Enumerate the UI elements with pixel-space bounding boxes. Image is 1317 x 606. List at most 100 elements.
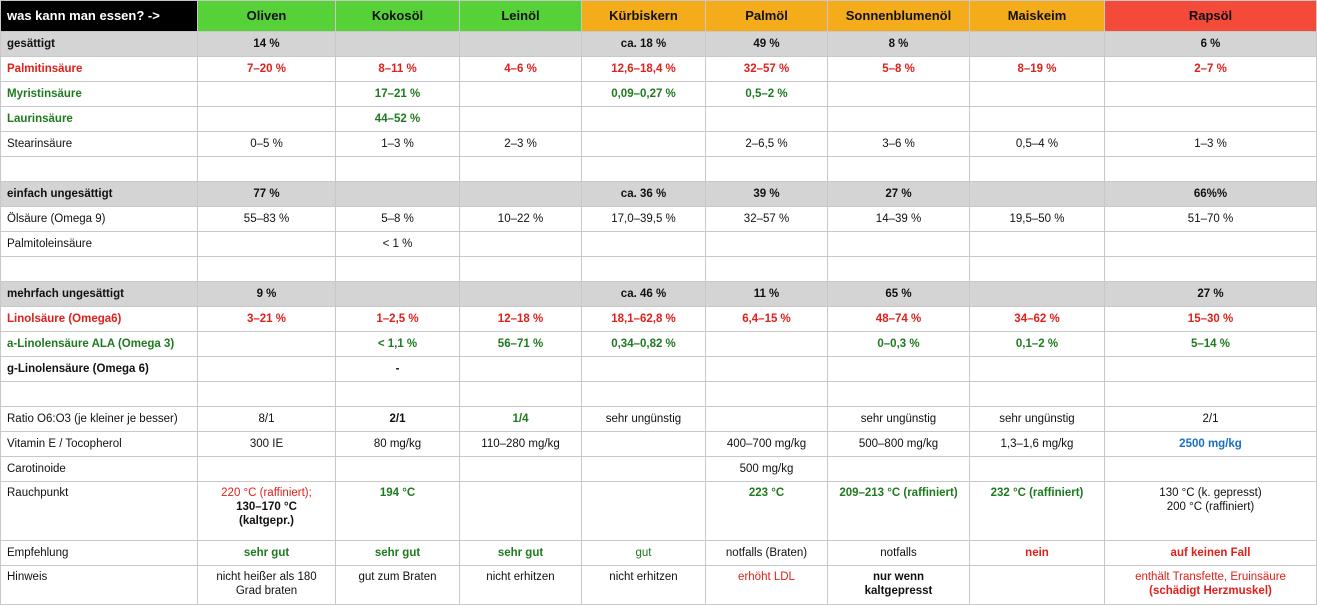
row-label: a-Linolensäure ALA (Omega 3) bbox=[0, 331, 198, 357]
table-cell bbox=[197, 356, 336, 382]
table-cell bbox=[581, 156, 706, 182]
table-cell bbox=[197, 81, 336, 107]
table-cell: 27 % bbox=[1104, 281, 1317, 307]
table-cell: < 1,1 % bbox=[335, 331, 460, 357]
row-label: Hinweis bbox=[0, 565, 198, 605]
cell-line: 220 °C (raffiniert); bbox=[221, 487, 312, 499]
cell-line: 200 °C (raffiniert) bbox=[1166, 501, 1255, 513]
table-cell: sehr ungünstig bbox=[969, 406, 1105, 432]
table-cell: 2/1 bbox=[1104, 406, 1317, 432]
table-cell: 12–18 % bbox=[459, 306, 582, 332]
table-cell bbox=[335, 381, 460, 407]
oil-header: Leinöl bbox=[459, 0, 582, 32]
table-cell: 9 % bbox=[197, 281, 336, 307]
table-cell: nicht heißer als 180 Grad braten bbox=[197, 565, 336, 605]
row-label: Rauchpunkt bbox=[0, 481, 198, 541]
table-cell bbox=[581, 456, 706, 482]
cell-line: gut zum Braten bbox=[358, 571, 437, 583]
table-cell bbox=[827, 156, 970, 182]
row-label: Carotinoide bbox=[0, 456, 198, 482]
table-cell bbox=[459, 231, 582, 257]
table-cell: 6 % bbox=[1104, 31, 1317, 57]
row-label bbox=[0, 381, 198, 407]
table-cell: 49 % bbox=[705, 31, 828, 57]
table-cell: 500–800 mg/kg bbox=[827, 431, 970, 457]
row-label: Palmitinsäure bbox=[0, 56, 198, 82]
row-label: g-Linolensäure (Omega 6) bbox=[0, 356, 198, 382]
table-cell bbox=[1104, 81, 1317, 107]
table-cell bbox=[459, 31, 582, 57]
table-cell bbox=[827, 356, 970, 382]
table-cell bbox=[459, 381, 582, 407]
table-cell: 27 % bbox=[827, 181, 970, 207]
table-cell bbox=[459, 181, 582, 207]
oil-header: Maiskeim bbox=[969, 0, 1105, 32]
table-cell: 0,5–2 % bbox=[705, 81, 828, 107]
table-cell: 3–21 % bbox=[197, 306, 336, 332]
table-cell bbox=[335, 181, 460, 207]
table-cell: nein bbox=[969, 540, 1105, 566]
table-row: Myristinsäure 17–21 % 0,09–0,27 % 0,5–2 % bbox=[0, 81, 1317, 107]
table-cell: 32–57 % bbox=[705, 206, 828, 232]
table-cell: 0–5 % bbox=[197, 131, 336, 157]
table-cell: 2500 mg/kg bbox=[1104, 431, 1317, 457]
table-row: Empfehlung sehr gut sehr gut sehr gut gut not… bbox=[0, 540, 1317, 566]
oil-header: Oliven bbox=[197, 0, 336, 32]
table-cell: 5–14 % bbox=[1104, 331, 1317, 357]
table-row: gesättigt 14 % ca. 18 % 49 % 8 % 6 % bbox=[0, 31, 1317, 57]
table-cell bbox=[1104, 356, 1317, 382]
table-cell: 51–70 % bbox=[1104, 206, 1317, 232]
table-cell bbox=[969, 565, 1105, 605]
cell-line: 130 °C (k. gepresst) bbox=[1159, 487, 1262, 499]
cell-line: kaltgepresst bbox=[864, 585, 933, 597]
row-label: mehrfach ungesättigt bbox=[0, 281, 198, 307]
table-cell bbox=[969, 356, 1105, 382]
table-cell bbox=[705, 231, 828, 257]
table-cell bbox=[459, 81, 582, 107]
table-cell: sehr gut bbox=[197, 540, 336, 566]
table-cell bbox=[581, 431, 706, 457]
table-cell bbox=[969, 181, 1105, 207]
table-cell bbox=[197, 231, 336, 257]
table-cell bbox=[197, 331, 336, 357]
table-cell bbox=[197, 106, 336, 132]
table-cell bbox=[197, 156, 336, 182]
cell-line: nicht heißer als 180 bbox=[216, 571, 317, 583]
table-cell: 15–30 % bbox=[1104, 306, 1317, 332]
table-row: Vitamin E / Tocopherol 300 IE 80 mg/kg 110–… bbox=[0, 431, 1317, 457]
table-cell: 55–83 % bbox=[197, 206, 336, 232]
cell-line: 130–170 °C bbox=[236, 501, 297, 513]
table-cell bbox=[1104, 231, 1317, 257]
table-cell: 300 IE bbox=[197, 431, 336, 457]
table-cell: 34–62 % bbox=[969, 306, 1105, 332]
row-label: Ölsäure (Omega 9) bbox=[0, 206, 198, 232]
table-row: Linolsäure (Omega6) 3–21 % 1–2,5 % 12–18 % 1… bbox=[0, 306, 1317, 332]
table-cell: 8 % bbox=[827, 31, 970, 57]
row-label bbox=[0, 256, 198, 282]
table-cell: 2–7 % bbox=[1104, 56, 1317, 82]
cell-line: enthält Transfette, Eruinsäure bbox=[1135, 571, 1286, 583]
table-cell bbox=[827, 256, 970, 282]
cell-line: erhöht LDL bbox=[738, 571, 795, 583]
table-row: Ratio O6:O3 (je kleiner je besser) 8/1 2/1… bbox=[0, 406, 1317, 432]
table-cell: ca. 36 % bbox=[581, 181, 706, 207]
table-cell: 1–3 % bbox=[1104, 131, 1317, 157]
table-cell: sehr ungünstig bbox=[827, 406, 970, 432]
table-cell bbox=[335, 281, 460, 307]
row-label: gesättigt bbox=[0, 31, 198, 57]
table-cell: 5–8 % bbox=[827, 56, 970, 82]
table-cell: notfalls (Braten) bbox=[705, 540, 828, 566]
table-row: Carotinoide 500 mg/kg bbox=[0, 456, 1317, 482]
table-row bbox=[0, 256, 1317, 282]
table-cell bbox=[459, 456, 582, 482]
table-cell bbox=[581, 356, 706, 382]
table-row: Palmitoleinsäure < 1 % bbox=[0, 231, 1317, 257]
table-cell: nur wenn kaltgepresst bbox=[827, 565, 970, 605]
table-cell bbox=[459, 481, 582, 541]
table-cell: 10–22 % bbox=[459, 206, 582, 232]
table-cell bbox=[705, 106, 828, 132]
cell-line: nicht erhitzen bbox=[609, 571, 678, 583]
table-row: Stearinsäure 0–5 % 1–3 % 2–3 % 2–6,5 % 3–6 % 0… bbox=[0, 131, 1317, 157]
table-cell: erhöht LDL bbox=[705, 565, 828, 605]
